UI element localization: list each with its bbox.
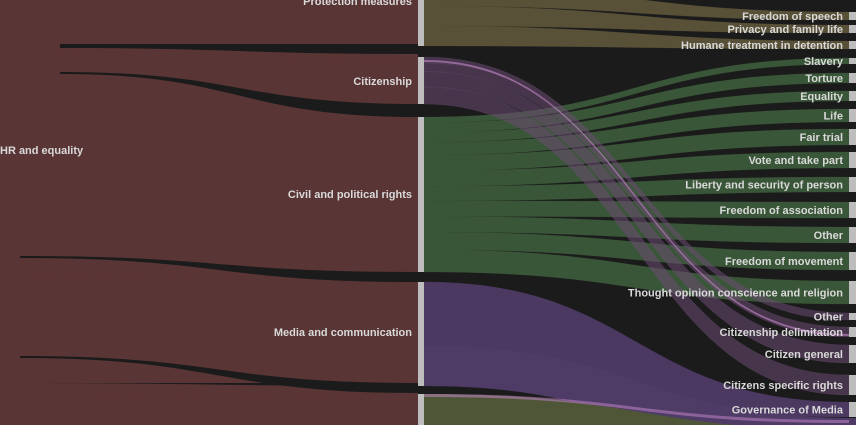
leaf-node	[849, 91, 856, 101]
leaf-label: Thought opinion conscience and religion	[628, 288, 843, 300]
root-node-label: HR and equality	[0, 145, 84, 157]
leaf-node	[849, 227, 856, 243]
flow-separator	[20, 356, 418, 393]
leaf-node	[849, 109, 856, 122]
leaf-label: Other	[814, 312, 844, 324]
leaf-label: Freedom of movement	[725, 256, 843, 268]
leaf-label: Other	[814, 230, 844, 242]
leaf-node	[849, 73, 856, 83]
leaf-node	[849, 177, 856, 192]
flow-media-offscreen	[424, 346, 856, 425]
leaf-label: Torture	[805, 73, 843, 85]
flow-separator	[20, 256, 418, 282]
leaf-node	[849, 202, 856, 218]
group-label-protection: Protection measures	[303, 0, 412, 8]
leaf-label: Citizens specific rights	[723, 380, 843, 392]
labels: HR and equality Protection measures Citize…	[0, 0, 844, 417]
leaf-label: Humane treatment in detention	[681, 40, 843, 52]
leaf-label: Privacy and family life	[727, 24, 843, 36]
leaf-label: Fair trial	[800, 132, 843, 144]
group-label-citizenship: Citizenship	[353, 76, 412, 88]
group-node-civil	[418, 117, 424, 272]
leaf-flows	[423, 0, 856, 425]
leaf-label: Equality	[800, 91, 844, 103]
flow-separator	[60, 72, 418, 117]
leaf-node	[849, 281, 856, 304]
leaf-node	[849, 129, 856, 145]
flow-highlight	[424, 394, 849, 423]
leaf-label: Slavery	[804, 56, 844, 68]
leaf-node	[849, 375, 856, 395]
leaf-label: Citizen general	[765, 349, 843, 361]
group-nodes	[418, 0, 424, 425]
leaf-label: Vote and take part	[748, 155, 843, 167]
leaf-node	[849, 58, 856, 64]
root-flow-other_group	[0, 392, 418, 425]
leaf-label: Liberty and security of person	[685, 180, 843, 192]
root-flow-media	[0, 282, 418, 383]
leaf-node	[849, 152, 856, 168]
leaf-node	[849, 313, 856, 320]
flow-highlight	[424, 60, 849, 336]
root-flow-citizenship	[0, 51, 418, 104]
group-label-civil: Civil and political rights	[288, 189, 412, 201]
leaf-node	[849, 25, 856, 33]
flow-other-offscreen	[424, 394, 735, 425]
leaf-label: Citizenship delimitation	[720, 327, 844, 339]
leaf-node	[849, 327, 856, 337]
leaf-label: Freedom of speech	[742, 11, 843, 23]
root-flows	[0, 0, 418, 425]
flow-separator	[60, 44, 418, 54]
leaf-label: Life	[823, 111, 843, 123]
leaf-node	[849, 41, 856, 49]
group-node-citizenship	[418, 57, 424, 104]
leaf-label: Governance of Media	[732, 405, 844, 417]
leaf-label: Freedom of association	[720, 205, 844, 217]
group-label-media: Media and communication	[274, 327, 412, 339]
group-node-protection	[418, 0, 424, 46]
leaf-node	[849, 12, 856, 20]
root-flow-protection	[0, 0, 418, 45]
group-node-other_group	[418, 394, 424, 425]
leaf-node	[849, 345, 856, 363]
root-flow-civil	[0, 117, 418, 274]
leaf-node	[849, 252, 856, 270]
group-node-media	[418, 282, 424, 386]
leaf-nodes	[849, 12, 856, 417]
leaf-node	[849, 402, 856, 417]
